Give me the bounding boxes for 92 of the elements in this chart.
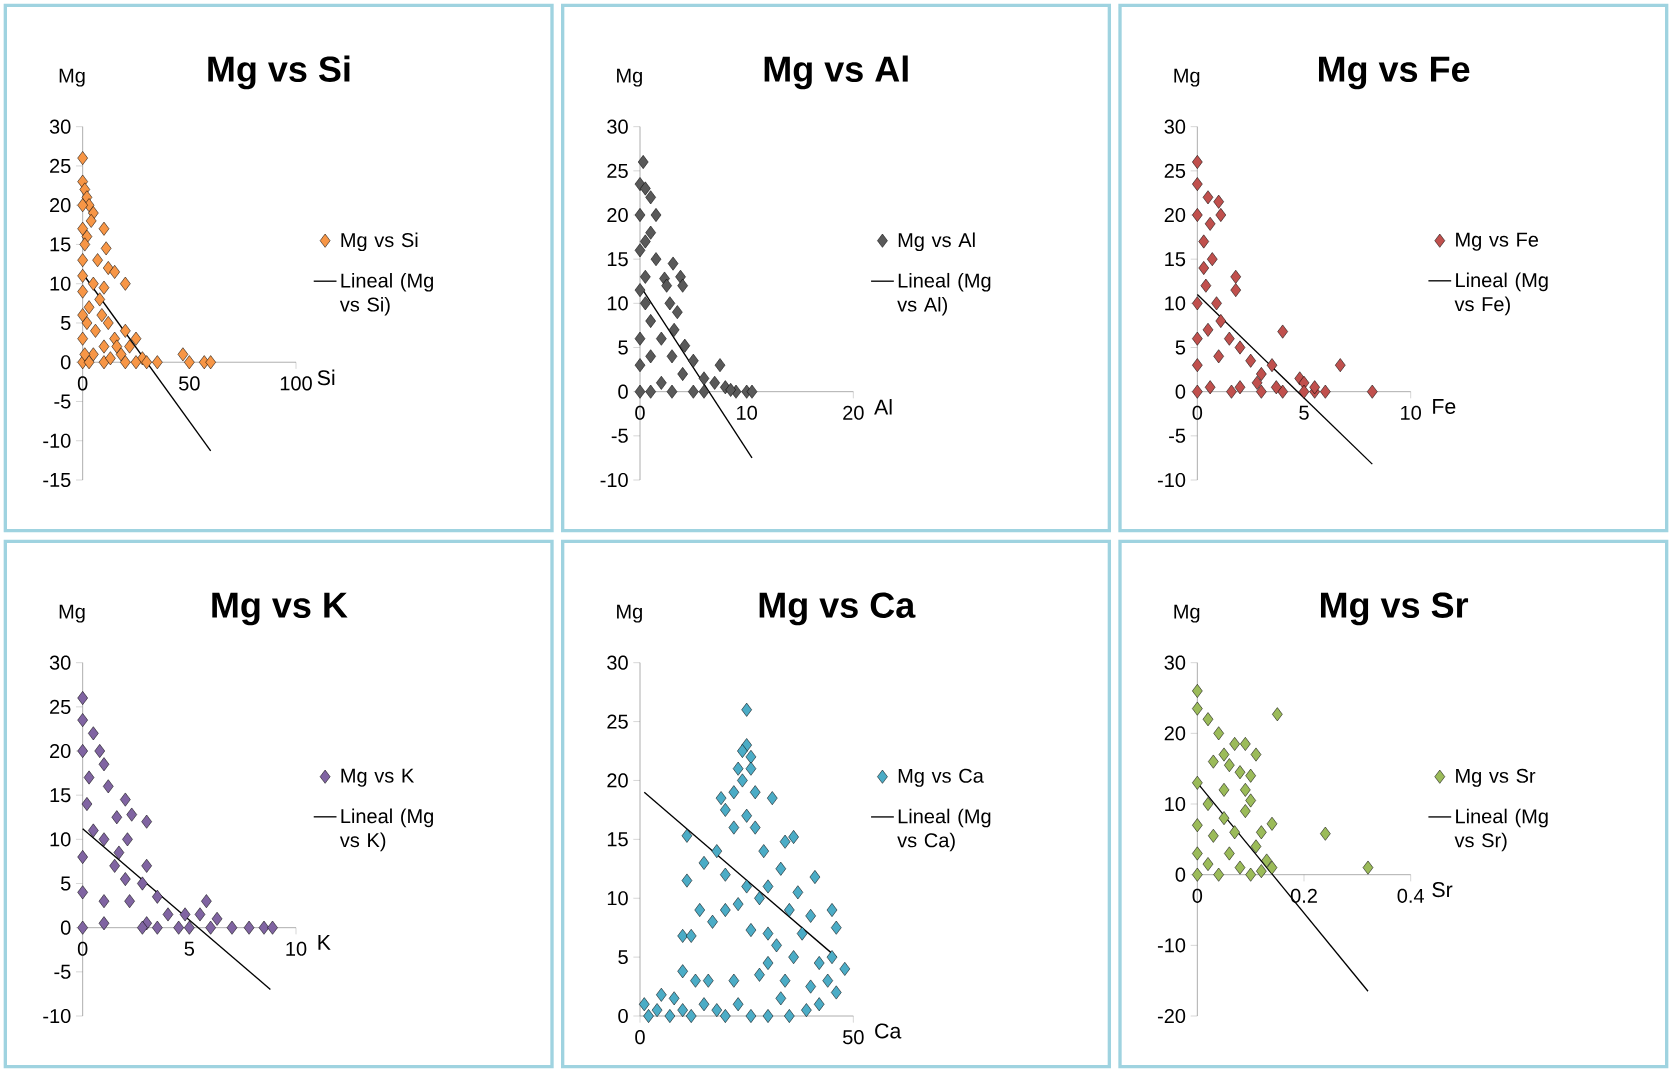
y-axis-title: Mg: [617, 68, 642, 87]
y-tick-label: -5: [611, 428, 628, 443]
y-tick-label: 15: [1165, 252, 1186, 267]
y-tick-label: 0: [60, 355, 71, 370]
legend-label: Lineal (Mg vs Sr): [1454, 808, 1548, 852]
y-tick-label: 25: [50, 158, 71, 174]
y-tick-label: 10: [1165, 796, 1186, 812]
chart-title: Mg vs Sr: [1320, 592, 1469, 626]
y-tick-label: -10: [600, 472, 628, 488]
x-tick-label: 0: [1192, 888, 1203, 903]
x-tick-label: 0: [1192, 405, 1203, 420]
y-tick-label: 5: [60, 315, 71, 330]
legend-label: Mg vs Al: [898, 232, 975, 252]
y-tick-label: -10: [1157, 472, 1186, 488]
y-tick-label: 25: [1164, 163, 1186, 178]
x-tick-label: 100: [280, 376, 312, 391]
x-axis-title: Sr: [1432, 882, 1453, 898]
y-tick-label: 10: [1165, 296, 1186, 311]
x-tick-label: 0.4: [1397, 888, 1424, 903]
y-tick-label: -10: [43, 1008, 71, 1024]
legend-label: Mg vs Si: [341, 232, 418, 252]
x-tick-label: 10: [286, 941, 307, 956]
y-axis-title: Mg: [1174, 604, 1200, 623]
y-tick-label: 15: [607, 832, 628, 847]
x-axis-title: Ca: [875, 1023, 902, 1039]
y-tick-label: -20: [1157, 1008, 1186, 1024]
chart-title: Mg vs Si: [208, 55, 350, 90]
y-tick-label: 25: [607, 163, 628, 178]
y-tick-label: 20: [607, 207, 628, 223]
chart-title: Mg vs Fe: [1319, 56, 1470, 90]
y-tick-label: -10: [1157, 938, 1186, 953]
y-tick-label: -15: [43, 473, 71, 487]
y-axis-title: Mg: [617, 604, 642, 623]
y-tick-label: 10: [50, 832, 71, 847]
chart-title: Mg vs K: [212, 592, 348, 626]
y-tick-label: 20: [1164, 726, 1186, 741]
y-tick-label: 20: [50, 743, 71, 759]
x-tick-label: 5: [184, 941, 195, 956]
y-axis-title: Mg: [59, 604, 85, 623]
y-tick-label: 25: [50, 699, 71, 714]
y-tick-label: 5: [1175, 340, 1186, 355]
x-tick-label: 10: [737, 405, 757, 420]
y-axis-title: Mg: [1174, 68, 1200, 87]
y-tick-label: 10: [50, 276, 71, 291]
x-tick-label: 5: [1299, 405, 1309, 420]
y-tick-label: -10: [43, 433, 71, 448]
y-tick-label: 30: [1164, 119, 1186, 134]
y-tick-label: 20: [1164, 207, 1186, 223]
y-tick-label: 15: [50, 788, 71, 803]
chart-title: Mg vs Ca: [759, 592, 916, 626]
x-tick-label: 0: [77, 941, 88, 956]
x-tick-label: 0: [635, 405, 645, 420]
legend-label: Lineal (Mg vs Ca): [897, 808, 991, 852]
x-axis-title: K: [318, 935, 331, 950]
y-tick-label: 15: [607, 252, 628, 267]
y-tick-label: -5: [54, 394, 71, 409]
x-tick-label: 10: [1401, 405, 1421, 420]
legend-label: Lineal (Mg vs Fe): [1454, 272, 1548, 316]
x-tick-label: 0.2: [1290, 888, 1317, 903]
y-tick-label: 30: [1164, 655, 1186, 670]
chart-title: Mg vs Al: [764, 55, 908, 90]
x-axis-title: Si: [317, 369, 335, 386]
x-tick-label: 20: [843, 405, 864, 420]
legend-label: Mg vs K: [341, 768, 415, 787]
y-tick-label: 5: [618, 340, 628, 355]
y-tick-label: 30: [49, 119, 71, 134]
y-tick-label: 20: [50, 198, 71, 213]
y-tick-label: -5: [1169, 428, 1186, 443]
x-tick-label: 50: [179, 376, 200, 391]
legend-label: Lineal (Mg vs Si): [339, 272, 433, 316]
legend-label: Mg vs Ca: [898, 768, 984, 787]
legend-label: Mg vs Sr: [1456, 768, 1536, 787]
legend-label: Lineal (Mg vs K): [339, 808, 433, 852]
x-axis-title: Al: [874, 399, 892, 415]
y-tick-label: 30: [607, 119, 628, 134]
legend-label: Lineal (Mg vs Al): [897, 272, 991, 316]
legend-label: Mg vs Fe: [1456, 232, 1539, 251]
y-tick-label: -5: [54, 964, 71, 979]
y-tick-label: 20: [607, 773, 628, 788]
y-tick-label: 10: [607, 296, 628, 311]
y-tick-label: 15: [50, 237, 71, 252]
y-tick-label: 5: [60, 876, 71, 891]
y-tick-label: 30: [49, 655, 71, 670]
y-tick-label: 0: [1175, 867, 1186, 882]
x-tick-label: 50: [843, 1030, 864, 1045]
y-tick-label: 0: [618, 1008, 628, 1024]
y-axis-title: Mg: [59, 68, 85, 87]
x-tick-label: 0: [77, 376, 88, 391]
y-tick-label: 25: [607, 714, 628, 729]
x-axis-title: Fe: [1433, 399, 1456, 414]
y-tick-label: 30: [607, 655, 628, 670]
y-tick-label: 0: [60, 920, 71, 935]
